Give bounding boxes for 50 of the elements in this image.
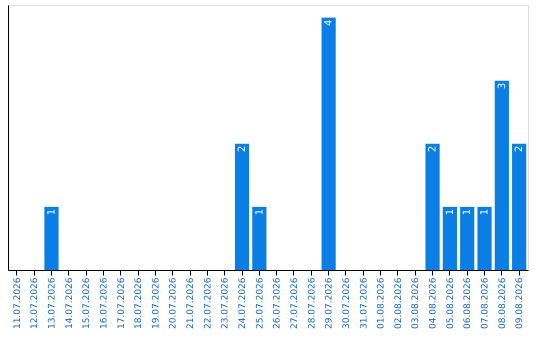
x-tick-label: 25.07.2026 <box>255 277 266 330</box>
data-label: 1 <box>462 208 474 216</box>
x-tick-label: 04.08.2026 <box>428 277 439 330</box>
x-tick-label: 16.07.2026 <box>99 277 110 330</box>
x-tick-label: 24.07.2026 <box>238 277 248 330</box>
x-tick-label: 09.08.2026 <box>515 277 526 330</box>
data-label: 2 <box>237 146 248 152</box>
x-tick-label: 03.08.2026 <box>411 277 422 330</box>
x-tick-label: 23.07.2026 <box>220 277 231 330</box>
bar <box>460 206 474 270</box>
x-tick-label: 19.07.2026 <box>151 277 162 330</box>
x-tick-label: 31.07.2026 <box>359 277 370 330</box>
data-label: 2 <box>428 146 439 152</box>
x-tick-label: 26.07.2026 <box>272 277 283 330</box>
x-tick-label: 21.07.2026 <box>186 277 196 330</box>
x-tick-label: 07.08.2026 <box>480 277 491 330</box>
x-tick-label: 06.08.2026 <box>463 277 474 330</box>
data-label: 3 <box>496 82 508 90</box>
bar <box>425 144 440 270</box>
x-tick-label: 12.07.2026 <box>30 277 40 330</box>
bar <box>252 206 266 270</box>
data-label: 1 <box>254 208 266 216</box>
data-label: 1 <box>46 208 58 216</box>
x-tick-label: 17.07.2026 <box>116 277 127 330</box>
x-tick-label: 20.07.2026 <box>168 277 179 330</box>
x-tick-label: 01.08.2026 <box>376 277 387 330</box>
bar <box>477 206 492 270</box>
data-label: 2 <box>514 146 526 152</box>
x-tick-label: 14.07.2026 <box>64 277 75 330</box>
x-tick-label: 11.07.2026 <box>12 277 23 330</box>
bar <box>512 144 526 270</box>
data-label: 1 <box>444 208 456 216</box>
x-tick-label: 30.07.2026 <box>342 277 352 330</box>
bar <box>494 80 509 270</box>
x-tick-label: 15.07.2026 <box>82 277 92 330</box>
x-tick-label: 08.08.2026 <box>498 277 508 330</box>
bar <box>322 18 336 270</box>
data-label: 4 <box>324 20 335 26</box>
bar <box>44 206 59 270</box>
x-tick-label: 29.07.2026 <box>324 277 335 330</box>
x-tick-label: 02.08.2026 <box>394 277 404 330</box>
bar <box>234 144 250 270</box>
data-label: 1 <box>480 208 491 216</box>
x-tick-label: 13.07.2026 <box>47 277 58 330</box>
x-tick-label: 27.07.2026 <box>290 277 300 330</box>
x-tick-label: 18.07.2026 <box>134 277 144 330</box>
x-tick-label: 28.07.2026 <box>307 277 318 330</box>
x-tick-label: 05.08.2026 <box>446 277 456 330</box>
bar <box>442 206 457 270</box>
x-tick-label: 22.07.2026 <box>203 277 214 330</box>
